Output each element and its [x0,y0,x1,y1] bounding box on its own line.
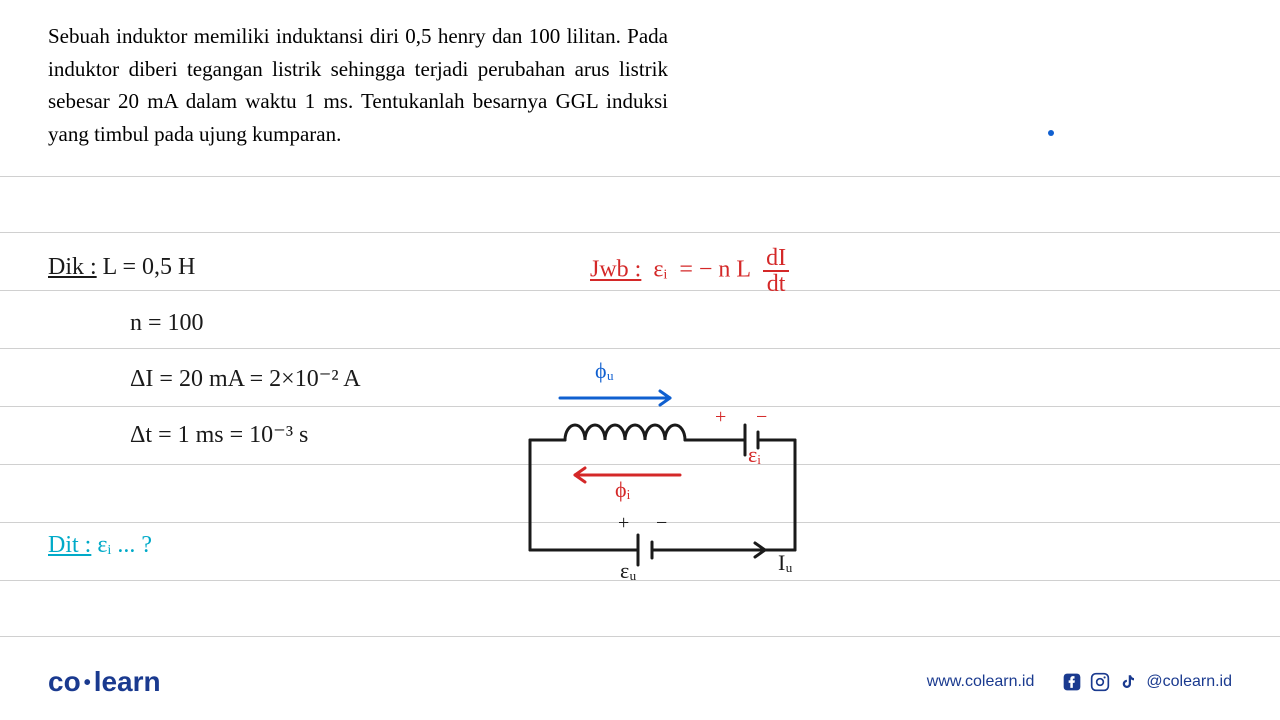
eps-u-label: εᵤ [620,558,636,584]
minus-top: − [756,406,767,429]
minus-bottom: − [656,512,667,535]
plus-top: + [715,406,726,429]
problem-text: Sebuah induktor memiliki induktansi diri… [48,20,668,150]
phi-u-label: ϕᵤ [595,358,614,384]
playhead-dot [1048,130,1054,136]
brand-logo: co•learn [48,666,161,698]
phi-i-label: ϕᵢ [615,477,630,503]
social-handle: @colearn.id [1146,673,1232,691]
footer: co•learn www.colearn.id @colearn.id [0,666,1280,698]
asked-label: Dit : εᵢ ... ? [48,532,152,559]
eps-i-label: εᵢ [748,442,761,468]
social-icons: @colearn.id [1062,672,1232,692]
given-dt: Δt = 1 ms = 10⁻³ s [130,420,308,449]
instagram-icon [1090,672,1110,692]
I-u-label: Iᵤ [778,550,793,576]
footer-url: www.colearn.id [927,673,1035,691]
given-label: Dik : L = 0,5 H [48,254,195,281]
plus-bottom: + [618,512,629,535]
tiktok-icon [1118,672,1138,692]
facebook-icon [1062,672,1082,692]
given-dI: ΔI = 20 mA = 2×10⁻² A [130,364,361,393]
given-n: n = 100 [130,310,204,337]
circuit-diagram: ϕᵤ + − εᵢ ϕᵢ + − εᵤ Iᵤ [520,370,840,590]
answer-label: Jwb : εᵢ = − n L dI dt [590,246,789,296]
